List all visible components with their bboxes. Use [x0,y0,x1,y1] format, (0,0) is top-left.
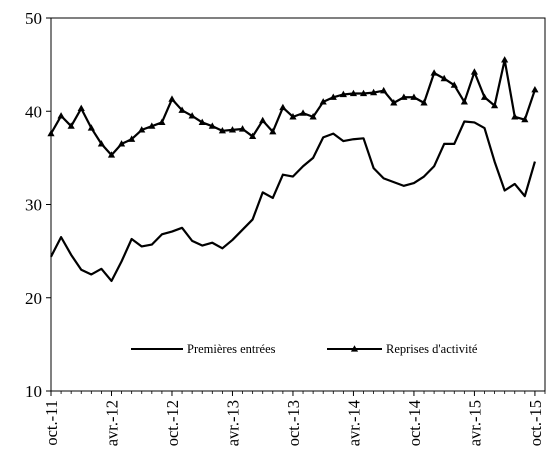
x-tick-label: avr.-14 [344,400,363,446]
data-point-marker [501,56,509,63]
x-tick-label: oct.-14 [405,400,424,446]
legend-label-reprises-activite: Reprises d'activité [386,342,478,356]
x-tick-label: oct.-11 [42,400,61,446]
data-point-marker [470,68,479,75]
data-point-marker [531,86,539,93]
x-tick-label: avr.-12 [102,400,121,446]
y-tick-label: 50 [25,9,42,28]
data-point-marker [511,113,519,120]
plot-frame [50,17,546,392]
legend: Premières entrées Reprises d'activité [131,342,478,356]
y-tick-label: 20 [25,289,42,308]
data-point-marker [279,103,287,111]
axes [46,17,546,396]
series-line [50,120,536,283]
series-reprises-activite [47,56,539,158]
x-tick-label: avr.-13 [223,400,242,446]
data-point-marker [77,104,85,112]
data-point-marker [168,95,176,102]
x-tick-labels: oct.-11 avr.-12 oct.-12 avr.-13 oct.-13 avr.-… [42,400,545,446]
y-tick-label: 10 [25,382,42,401]
series-premieres-entrees [50,120,536,283]
data-point-marker [57,112,65,119]
data-point-marker [259,116,267,124]
series-layer [47,56,539,283]
y-tick-label: 30 [25,196,42,215]
data-point-marker [158,118,166,126]
data-point-marker [299,109,307,116]
x-tick-label: oct.-13 [284,400,303,446]
x-tick-label: avr.-15 [465,400,484,446]
data-point-marker [430,69,438,76]
x-tick-label: oct.-12 [163,400,182,446]
series-line [50,58,536,157]
legend-label-premieres-entrees: Premières entrées [187,342,276,356]
x-tick-label: oct.-15 [526,400,545,446]
data-point-marker [480,93,489,100]
y-tick-labels: 10 20 30 40 50 [25,9,42,401]
y-tick-label: 40 [25,102,42,121]
